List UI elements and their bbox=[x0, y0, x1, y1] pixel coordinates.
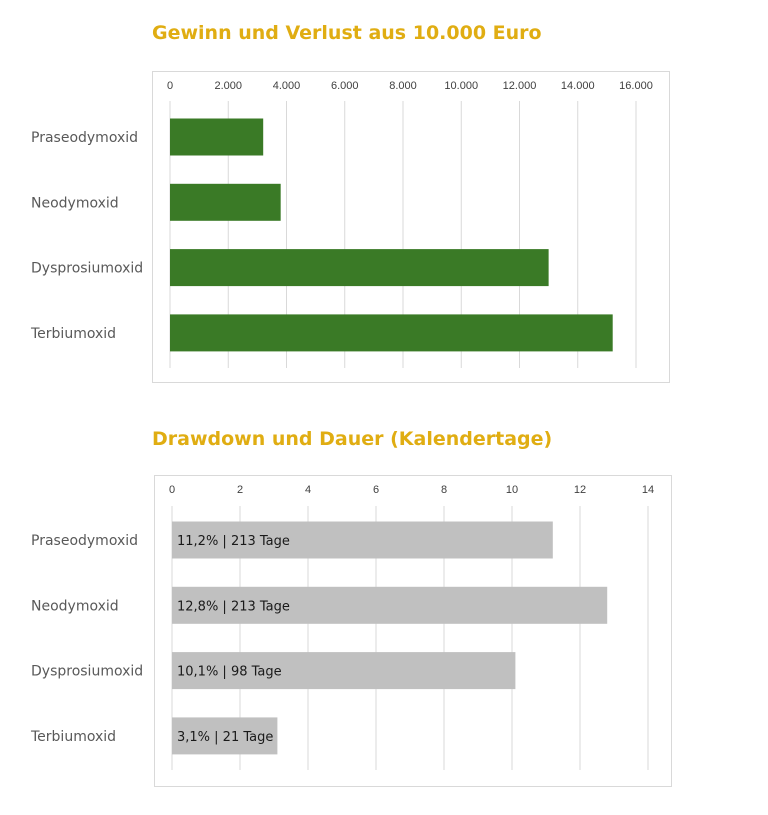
x-tick-label: 2.000 bbox=[214, 80, 242, 92]
bar bbox=[172, 717, 278, 755]
x-tick-label: 0 bbox=[167, 80, 173, 92]
category-label: Dysprosiumoxid bbox=[31, 664, 143, 680]
x-tick-label: 2 bbox=[237, 484, 243, 496]
category-label: Terbiumoxid bbox=[30, 729, 116, 745]
x-tick-label: 12.000 bbox=[503, 80, 537, 92]
bar bbox=[172, 586, 608, 624]
x-tick-label: 14.000 bbox=[561, 80, 595, 92]
category-label: Praseodymoxid bbox=[31, 130, 138, 146]
x-tick-label: 16.000 bbox=[619, 80, 653, 92]
bar bbox=[172, 652, 516, 690]
category-label: Neodymoxid bbox=[31, 598, 119, 614]
category-label: Terbiumoxid bbox=[30, 326, 116, 342]
x-tick-label: 8 bbox=[441, 484, 447, 496]
category-label: Dysprosiumoxid bbox=[31, 261, 143, 277]
x-tick-label: 8.000 bbox=[389, 80, 417, 92]
x-tick-label: 10 bbox=[506, 484, 518, 496]
x-tick-label: 14 bbox=[642, 484, 654, 496]
bar-data-label: 10,1% | 98 Tage bbox=[177, 665, 282, 680]
x-tick-label: 10.000 bbox=[444, 80, 478, 92]
x-tick-label: 0 bbox=[169, 484, 175, 496]
chart-title-profit: Gewinn und Verlust aus 10.000 Euro bbox=[152, 22, 542, 44]
x-tick-label: 12 bbox=[574, 484, 586, 496]
bar bbox=[170, 118, 264, 156]
x-tick-label: 4.000 bbox=[273, 80, 301, 92]
bar bbox=[170, 314, 613, 352]
category-label: Neodymoxid bbox=[31, 195, 119, 211]
bar-data-label: 3,1% | 21 Tage bbox=[177, 730, 273, 745]
bar-data-label: 12,8% | 213 Tage bbox=[177, 599, 290, 614]
bar-data-label: 11,2% | 213 Tage bbox=[177, 534, 290, 549]
chart-title-drawdown: Drawdown und Dauer (Kalendertage) bbox=[152, 428, 553, 450]
x-tick-label: 6 bbox=[373, 484, 379, 496]
bar bbox=[172, 521, 553, 559]
bar bbox=[170, 249, 549, 287]
category-label: Praseodymoxid bbox=[31, 533, 138, 549]
x-tick-label: 4 bbox=[305, 484, 311, 496]
bar bbox=[170, 183, 281, 221]
x-tick-label: 6.000 bbox=[331, 80, 359, 92]
